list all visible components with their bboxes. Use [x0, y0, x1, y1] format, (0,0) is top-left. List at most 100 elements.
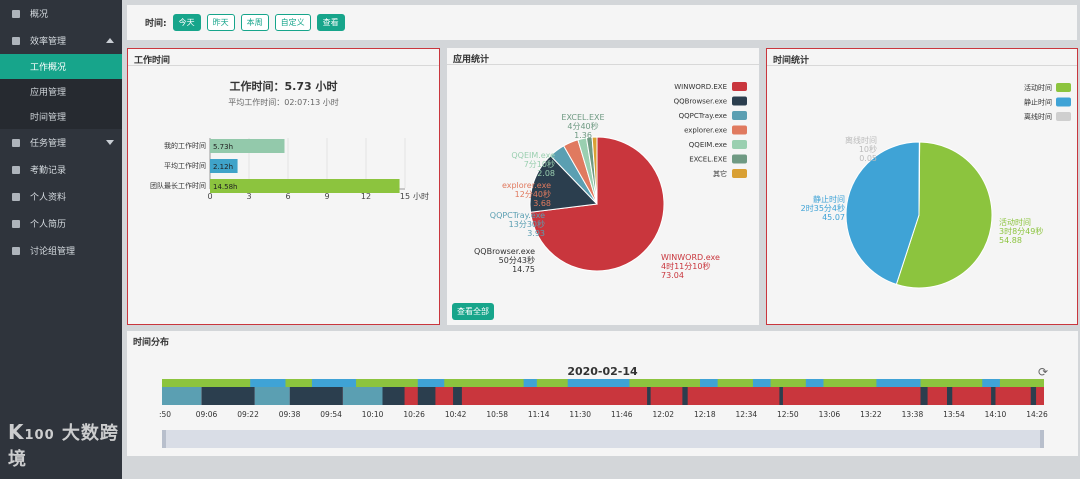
- pie-label-percent: 54.88: [999, 236, 1022, 245]
- pie-label-time: 2时35分4秒: [801, 203, 845, 213]
- pie-label-time: 12分40秒: [515, 189, 551, 199]
- app-segment: [779, 387, 783, 405]
- brand-logo: K100 大数跨境: [8, 420, 119, 470]
- idle-segment: [417, 379, 445, 387]
- work-time-panel: 工作时间 工作时间：5.73 小时 平均工作时间：02:07:13 小时 0 3 6…: [127, 48, 440, 325]
- sidebar-item-label: 讨论组管理: [30, 247, 76, 257]
- sidebar-sub-work-overview[interactable]: 工作概况: [0, 54, 122, 79]
- app-segment: [453, 387, 462, 405]
- x-tick-label: 0: [207, 192, 212, 201]
- sidebar-item-profile[interactable]: 个人资料: [0, 183, 122, 210]
- sidebar-item-attendance[interactable]: 考勤记录: [0, 156, 122, 183]
- legend-swatch: [732, 140, 747, 149]
- pie-label-name: 静止时间: [813, 194, 845, 204]
- avg-work-time: 平均工作时间：02:07:13 小时: [228, 98, 339, 107]
- sidebar-sub-time-manage[interactable]: 时间管理: [0, 104, 122, 129]
- legend-label: 离线时间: [1024, 112, 1052, 121]
- timeline-scroll-track[interactable]: [162, 430, 1044, 448]
- time-tick-label: 13:54: [943, 410, 965, 419]
- sidebar-item-label: 个人简历: [30, 220, 67, 230]
- filter-today-button[interactable]: 今天: [172, 14, 201, 31]
- x-tick-label: 3: [246, 192, 251, 201]
- sidebar-item-discussion[interactable]: 讨论组管理: [0, 237, 122, 264]
- idle-segment: [805, 379, 824, 387]
- work-time-headline: 工作时间：5.73 小时: [229, 80, 338, 93]
- app-segment: [201, 387, 255, 405]
- time-tick-label: 12:18: [694, 410, 716, 419]
- sidebar-sub-app-manage[interactable]: 应用管理: [0, 79, 122, 104]
- filter-yesterday-button[interactable]: 昨天: [206, 14, 235, 31]
- shield-icon: [12, 246, 20, 255]
- pie-label-name: QQEIM.exe: [511, 151, 555, 160]
- sidebar-item-resume[interactable]: 个人简历: [0, 210, 122, 237]
- pie-label-time: 4分40秒: [567, 121, 598, 131]
- calendar-icon: [12, 165, 20, 174]
- app-segment: [647, 387, 651, 405]
- query-button[interactable]: 查看: [316, 14, 345, 31]
- legend-label: WINWORD.EXE: [674, 83, 727, 91]
- pie-label-name: EXCEL.EXE: [561, 113, 604, 122]
- timeline-scroll-handle-left[interactable]: [162, 430, 166, 448]
- app-segment: [991, 387, 996, 405]
- time-tick-label: 14:10: [985, 410, 1007, 419]
- sidebar: 概况 效率管理 工作概况 应用管理 时间管理 任务管理 考勤记录 个人资料 个人…: [0, 0, 122, 479]
- app-pie-chart: WINWORD.exe4时11分10秒73.04QQBrowser.exe50分…: [474, 82, 747, 280]
- app-segment: [382, 387, 405, 405]
- filter-custom-button[interactable]: 自定义: [274, 14, 311, 31]
- sidebar-sub-label: 工作概况: [30, 63, 67, 73]
- app-segment: [946, 387, 953, 405]
- idle-segment: [250, 379, 286, 387]
- pie-label-percent: 3.93: [527, 229, 545, 238]
- chevron-up-icon: [106, 38, 114, 43]
- x-tick-label: 6: [285, 192, 290, 201]
- legend-swatch: [732, 169, 747, 178]
- pie-label-percent: 73.04: [661, 271, 684, 280]
- time-tick-label: 10:42: [445, 410, 467, 419]
- legend-label: QQPCTray.exe: [679, 112, 727, 120]
- sidebar-item-tasks[interactable]: 任务管理: [0, 129, 122, 156]
- bar: [210, 139, 285, 153]
- pie-label-name: 离线时间: [845, 135, 877, 145]
- bar: [210, 179, 400, 193]
- legend-label: EXCEL.EXE: [689, 156, 727, 164]
- dashboard-icon: [12, 9, 20, 18]
- pie-label-time: 3时8分49秒: [999, 226, 1043, 236]
- view-all-button[interactable]: 查看全部: [452, 303, 494, 320]
- x-axis-unit: 小时: [413, 191, 429, 201]
- panel-title: 时间统计: [767, 49, 1077, 66]
- pie-label-percent: 1.36: [574, 131, 592, 140]
- sidebar-item-overview[interactable]: 概况: [0, 0, 122, 27]
- chevron-down-icon: [106, 140, 114, 145]
- lock-icon: [12, 36, 20, 45]
- panel-title: 应用统计: [447, 48, 759, 65]
- time-tick-label: 11:14: [528, 410, 550, 419]
- time-stats-panel: 时间统计 活动时间 3时8分49秒 54.88 静止时间 2时35分4秒 45.07 离线时…: [766, 48, 1078, 325]
- app-segment: [682, 387, 688, 405]
- time-tick-label: 13:06: [819, 410, 841, 419]
- legend-swatch: [1056, 112, 1071, 121]
- legend-label: QQEIM.exe: [689, 141, 727, 149]
- filter-week-button[interactable]: 本周: [240, 14, 269, 31]
- idle-segment: [982, 379, 1000, 387]
- time-tick-label: 13:38: [902, 410, 924, 419]
- main-content: 时间: 今天 昨天 本周 自定义 查看 工作时间 工作时间：5.73 小时 平均…: [122, 0, 1080, 479]
- time-tick-label: 14:26: [1026, 410, 1048, 419]
- pie-label-percent: 0.05: [859, 154, 877, 163]
- bar-value-label: 14.58h: [213, 183, 237, 191]
- timeline-scroll-handle-right[interactable]: [1040, 430, 1044, 448]
- distribution-date: 2020-02-14: [567, 365, 638, 378]
- bar-category-label: 团队最长工作时间: [150, 181, 206, 190]
- time-tick-label: 09:06: [196, 410, 218, 419]
- legend-swatch: [1056, 83, 1071, 92]
- pie-slice: [895, 141, 993, 289]
- time-tick-label: 12:34: [736, 410, 758, 419]
- legend-label: 静止时间: [1024, 98, 1052, 107]
- legend-label: QQBrowser.exe: [674, 98, 727, 106]
- sidebar-item-efficiency[interactable]: 效率管理: [0, 27, 122, 54]
- profile-icon: [12, 192, 20, 201]
- sidebar-sub-label: 时间管理: [30, 113, 67, 123]
- x-tick-label: 15: [400, 192, 410, 201]
- pie-label-percent: 14.75: [512, 265, 535, 274]
- refresh-icon[interactable]: ⟳: [1037, 365, 1048, 379]
- time-tick-label: 09:22: [237, 410, 259, 419]
